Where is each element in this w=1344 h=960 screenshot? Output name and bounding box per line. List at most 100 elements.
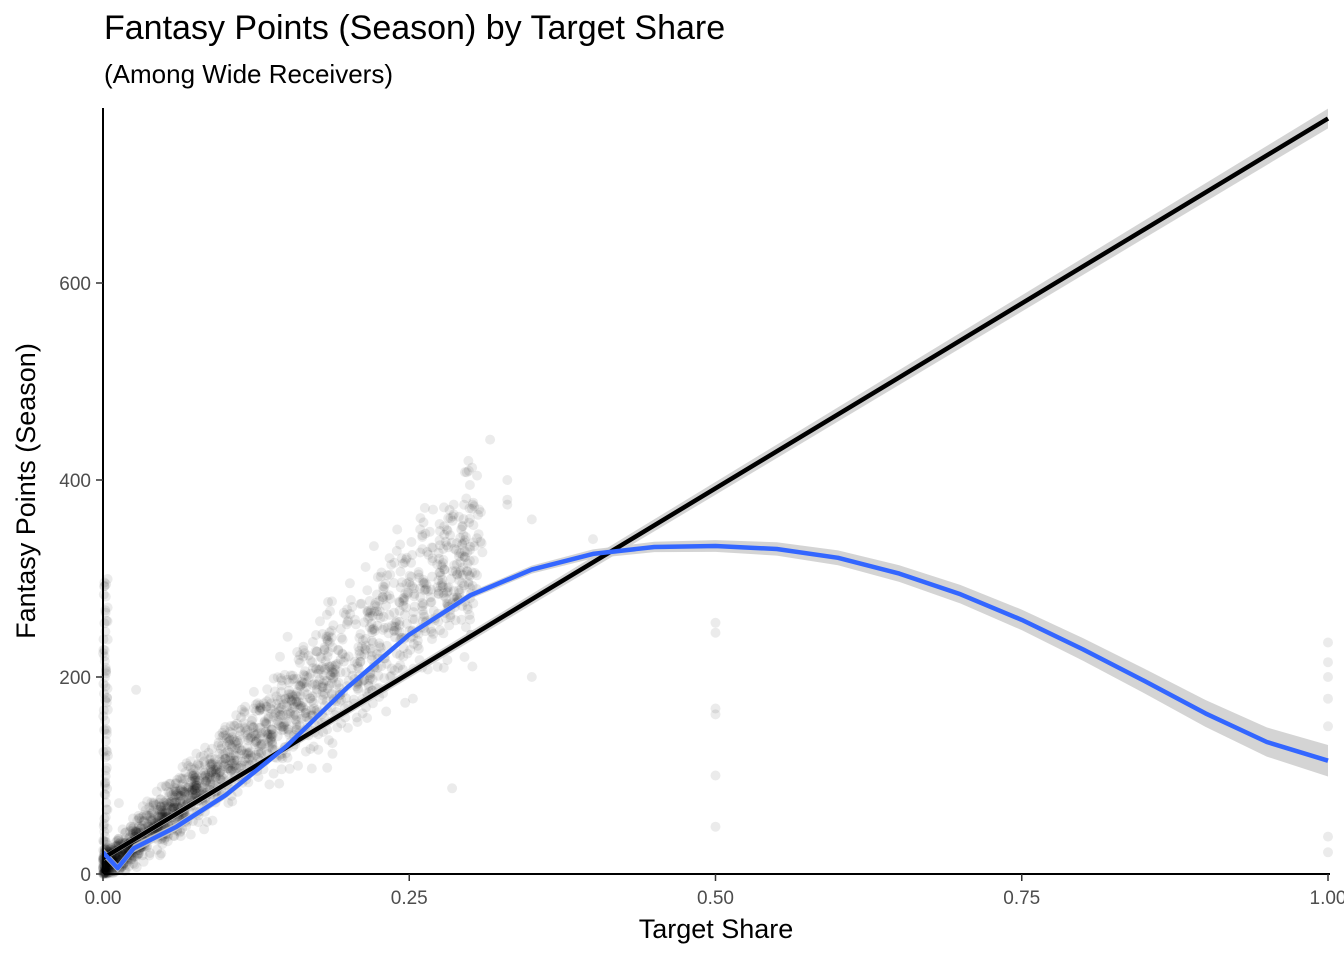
data-point [378, 611, 389, 622]
data-point [192, 788, 203, 799]
data-point [428, 605, 439, 616]
data-point [171, 797, 182, 808]
data-point [125, 826, 135, 837]
data-point [157, 839, 168, 849]
data-point [381, 600, 391, 611]
data-point [403, 587, 414, 598]
data-point [272, 731, 283, 742]
data-point [442, 587, 452, 598]
data-point [460, 622, 471, 633]
data-point [192, 775, 203, 786]
data-point [197, 785, 208, 796]
data-point [100, 777, 111, 788]
data-point [355, 599, 366, 609]
data-point [427, 553, 438, 564]
data-point [398, 600, 409, 611]
data-point [274, 706, 285, 717]
data-point [374, 595, 385, 606]
data-point [234, 730, 245, 741]
data-point [102, 692, 113, 703]
data-point [99, 577, 110, 588]
data-point [291, 711, 302, 722]
data-point [301, 705, 312, 716]
data-point [459, 551, 470, 562]
data-point [372, 589, 382, 600]
data-point [251, 705, 262, 716]
data-point [462, 558, 473, 569]
data-point [335, 667, 346, 678]
data-point [379, 622, 390, 633]
data-point [146, 797, 157, 808]
data-point [239, 748, 250, 759]
data-point [199, 756, 210, 767]
data-point [319, 642, 330, 653]
data-point [250, 736, 261, 747]
data-point [419, 611, 430, 622]
data-point [367, 610, 378, 621]
data-point [269, 686, 280, 697]
data-point [464, 571, 475, 581]
data-point [305, 668, 316, 679]
data-point [426, 626, 437, 637]
data-point [224, 733, 234, 744]
data-point [183, 789, 194, 800]
data-point [136, 815, 147, 826]
y-ticks-layer: 0 200 400 600 [59, 274, 103, 886]
data-point [241, 749, 252, 760]
data-point [502, 499, 513, 510]
data-point [185, 762, 196, 773]
data-point [383, 628, 394, 639]
data-point [175, 796, 186, 807]
data-point [104, 864, 115, 875]
data-point [261, 696, 272, 707]
data-point [336, 632, 347, 643]
y-tick-label: 0 [80, 865, 91, 886]
data-point [307, 679, 318, 690]
data-point [401, 602, 412, 613]
data-point [270, 708, 281, 719]
data-point [161, 807, 172, 818]
data-point [435, 625, 445, 636]
data-point [432, 559, 443, 570]
data-point [185, 756, 196, 767]
data-point [320, 663, 331, 673]
data-point [464, 555, 475, 566]
data-point [401, 552, 412, 563]
data-point [276, 680, 287, 691]
data-point [326, 660, 337, 671]
data-point [363, 605, 374, 616]
data-point [376, 567, 387, 578]
data-point [402, 648, 413, 659]
data-point [271, 698, 282, 709]
data-point [215, 765, 226, 776]
data-point [163, 798, 174, 809]
data-point [377, 624, 388, 635]
data-point [263, 728, 274, 739]
data-point [463, 577, 474, 588]
data-point [253, 749, 264, 760]
data-point [200, 742, 211, 753]
data-point [458, 551, 468, 561]
data-point [144, 802, 155, 813]
data-point [298, 641, 309, 652]
data-point [299, 648, 310, 659]
data-point [353, 642, 364, 653]
data-point [101, 697, 112, 708]
data-point [292, 687, 303, 697]
data-point [292, 647, 303, 657]
data-point [275, 704, 286, 715]
data-point [231, 760, 242, 771]
data-point [231, 710, 242, 721]
data-point [191, 770, 201, 781]
data-point [216, 771, 226, 782]
data-point [133, 849, 144, 860]
data-point [299, 677, 310, 688]
data-point [462, 565, 473, 576]
data-point [459, 499, 470, 510]
data-point [247, 722, 258, 733]
data-point [313, 744, 324, 755]
data-point [169, 782, 180, 793]
data-point [213, 761, 224, 772]
data-point [232, 743, 243, 754]
data-point [134, 813, 145, 824]
